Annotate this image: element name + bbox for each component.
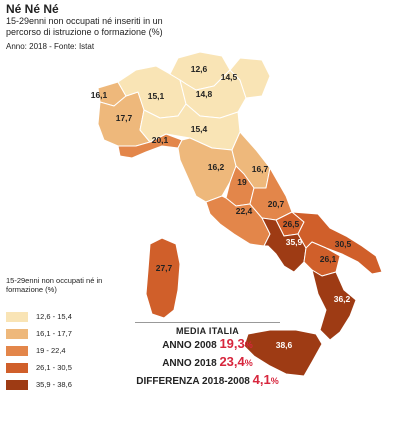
media-italia-box: MEDIA ITALIA ANNO 2008 19,3% ANNO 2018 2…	[95, 322, 320, 390]
region-value-label: 14,5	[221, 72, 238, 82]
region-value-label: 14,8	[196, 89, 213, 99]
region-value-label: 19	[237, 177, 247, 187]
region-veneto[interactable]	[179, 69, 247, 119]
map-title: Né Né Né	[6, 2, 59, 16]
region-sardegna[interactable]	[145, 237, 181, 319]
media-value: 19,3	[219, 336, 245, 351]
legend-label: 12,6 - 15,4	[36, 312, 72, 321]
media-title: MEDIA ITALIA	[135, 322, 280, 336]
region-value-label: 20,1	[152, 135, 169, 145]
media-unit: %	[270, 376, 279, 386]
map-subtitle: 15-29enni non occupati né inseriti in un…	[6, 16, 163, 37]
legend-title: 15-29enni non occupati né in formazione …	[6, 276, 103, 294]
region-value-label: 15,1	[148, 91, 165, 101]
legend-item: 26,1 - 30,5	[6, 361, 72, 374]
legend-swatch	[6, 345, 28, 356]
legend-swatch	[6, 328, 28, 339]
media-label: DIFFERENZA 2018-2008	[136, 376, 250, 387]
region-value-label: 20,7	[268, 199, 285, 209]
region-value-label: 16,7	[252, 164, 269, 174]
legend-item: 19 - 22,4	[6, 344, 72, 357]
media-label: ANNO 2008	[162, 340, 217, 351]
region-value-label: 35,9	[286, 237, 303, 247]
region-value-label: 16,1	[91, 90, 108, 100]
legend-swatch	[6, 362, 28, 373]
media-label: ANNO 2018	[162, 358, 217, 369]
legend-item: 35,9 - 38,6	[6, 378, 72, 391]
region-value-label: 30,5	[335, 239, 352, 249]
legend-swatch	[6, 311, 28, 322]
legend-item: 16,1 - 17,7	[6, 327, 72, 340]
media-value: 23,4	[219, 354, 245, 369]
region-value-label: 26,5	[283, 219, 300, 229]
media-row-2018: ANNO 2018 23,4%	[95, 354, 320, 372]
region-campania[interactable]	[261, 217, 307, 273]
region-calabria[interactable]	[311, 269, 357, 341]
legend-label: 26,1 - 30,5	[36, 363, 72, 372]
map-source: Anno: 2018 - Fonte: Istat	[6, 42, 95, 51]
region-value-label: 22,4	[236, 206, 253, 216]
legend-item: 12,6 - 15,4	[6, 310, 72, 323]
region-sicilia[interactable]	[243, 329, 323, 377]
legend: 12,6 - 15,4 16,1 - 17,7 19 - 22,4 26,1 -…	[6, 310, 72, 395]
media-value: 4,1	[252, 372, 271, 387]
legend-label: 19 - 22,4	[36, 346, 66, 355]
legend-label: 16,1 - 17,7	[36, 329, 72, 338]
region-value-label: 12,6	[191, 64, 208, 74]
region-value-label: 36,2	[334, 294, 351, 304]
region-value-label: 26,1	[320, 254, 337, 264]
legend-swatch	[6, 379, 28, 390]
region-value-label: 17,7	[116, 113, 133, 123]
legend-label: 35,9 - 38,6	[36, 380, 72, 389]
media-unit: %	[244, 358, 253, 368]
region-value-label: 38,6	[276, 340, 293, 350]
media-row-2008: ANNO 2008 19,3%	[95, 336, 320, 354]
media-row-differenza: DIFFERENZA 2018-2008 4,1%	[95, 372, 320, 390]
region-puglia[interactable]	[291, 211, 383, 275]
media-unit: %	[244, 340, 253, 350]
region-value-label: 15,4	[191, 124, 208, 134]
region-value-label: 27,7	[156, 263, 173, 273]
region-friuli[interactable]	[229, 57, 271, 99]
region-value-label: 16,2	[208, 162, 225, 172]
